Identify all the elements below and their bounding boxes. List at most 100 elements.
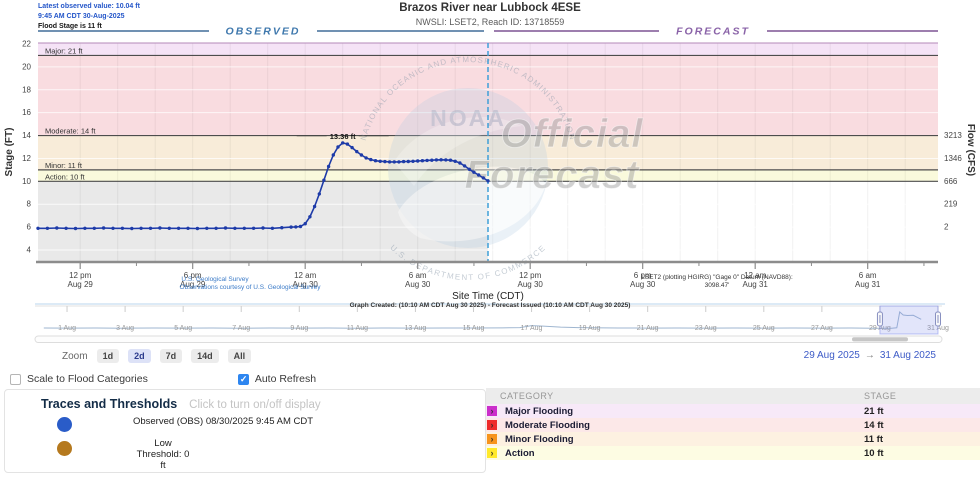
scale-to-flood-categories-label: Scale to Flood Categories	[27, 373, 148, 385]
stage-tick-label: 18	[22, 85, 31, 94]
flow-tick-label: 1346	[944, 154, 962, 163]
overview-scrollbar-track[interactable]	[34, 335, 943, 343]
noaa-logo-swoosh	[398, 166, 546, 242]
overview-date-label: 13 Aug	[405, 325, 427, 332]
low-threshold-swatch[interactable]	[57, 441, 72, 456]
latest-observed-info: Latest observed value: 10.04 ft 9:45 AM …	[38, 2, 140, 32]
overview-date-label: 17 Aug	[521, 325, 543, 332]
overview-date-label: 23 Aug	[695, 325, 717, 332]
peak-stage-label: 13.36 ft	[330, 132, 356, 141]
flow-tick-label: 3213	[944, 131, 962, 140]
x-tick-label: 12 am Aug 31	[743, 271, 769, 289]
moderate-flooding-label: Moderate Flooding	[505, 419, 590, 431]
overview-date-label: 19 Aug	[579, 325, 601, 332]
gage-datum-value: 3098.47'	[704, 282, 730, 289]
band-below-action-forecast	[488, 181, 938, 262]
observed-trace-swatch[interactable]	[57, 417, 72, 432]
stage-tick-label: 10	[22, 177, 31, 186]
major-flooding-icon	[487, 406, 497, 416]
scale-to-flood-categories-checkbox[interactable]	[10, 373, 21, 385]
range-end-date[interactable]: 31 Aug 2025	[879, 350, 936, 361]
major-flooding-label: Major Flooding	[505, 405, 574, 417]
x-tick-label: 12 am Aug 30	[293, 271, 319, 289]
stage-tick-label: 8	[27, 200, 32, 209]
overview-date-label: 5 Aug	[174, 325, 192, 332]
auto-refresh-checkbox[interactable]	[237, 373, 249, 385]
stage-tick-label: 16	[22, 108, 31, 117]
overview-date-label: 25 Aug	[753, 325, 775, 332]
zoom-controls: Zoom 1d 2d 7d 14d All	[62, 349, 252, 363]
x-tick-label: 6 am Aug 31	[855, 271, 881, 289]
range-start-date[interactable]: 29 Aug 2025	[803, 350, 860, 361]
overview-date-label: 15 Aug	[463, 325, 485, 332]
overview-date-label: 11 Aug	[347, 325, 368, 332]
x-tick-label: 6 pm Aug 29	[180, 271, 206, 289]
stage-axis-title: Stage (FT)	[4, 128, 15, 177]
auto-refresh-label: Auto Refresh	[254, 373, 317, 385]
auto-refresh-option: Auto Refresh	[237, 373, 317, 385]
scale-option: Scale to Flood Categories	[10, 373, 148, 385]
page-title: Brazos River near Lubbock 4ESE	[399, 2, 581, 14]
band-above-major	[38, 43, 938, 56]
minor-flooding-stage: 11 ft	[864, 433, 884, 445]
zoom-button-1d[interactable]: 1d	[96, 349, 120, 363]
zoom-button-14d[interactable]: 14d	[191, 349, 219, 363]
minor-flooding-label: Minor Flooding	[505, 433, 574, 445]
band-below-action-observed	[38, 181, 488, 262]
zoom-button-7d[interactable]: 7d	[159, 349, 183, 363]
noaa-logo-text: NOAA	[430, 105, 506, 131]
major-flooding-stage: 21 ft	[864, 405, 884, 417]
stage-tick-label: 12	[22, 154, 31, 163]
x-tick-label: 6 pm Aug 30	[630, 271, 656, 289]
action-icon	[487, 448, 497, 458]
table-row-moderate: Moderate Flooding 14 ft	[486, 418, 980, 432]
latest-observed-value: Latest observed value: 10.04 ft	[38, 3, 140, 10]
gage-datum-info: LSET2 (plotting HGIRG) "Gage 0" Datum (N…	[641, 274, 793, 281]
stage-tick-label: 20	[22, 62, 31, 71]
flow-axis-title: Flow (CFS)	[965, 124, 976, 176]
forecast-section-label: FORECAST	[676, 26, 750, 38]
table-header-stage: STAGE	[864, 391, 897, 401]
table-row-major: Major Flooding 21 ft	[486, 404, 980, 418]
x-tick-label: 12 pm Aug 30	[518, 271, 544, 289]
svg-text:Forecast: Forecast	[465, 153, 640, 197]
zoom-button-all[interactable]: All	[227, 349, 252, 363]
flood-stage-note: Flood Stage is 11 ft	[38, 23, 102, 30]
action-label: Action	[505, 447, 535, 459]
overview-scrollbar-thumb[interactable]	[852, 337, 908, 342]
observed-section-label: OBSERVED	[226, 26, 301, 38]
threshold-label-action: Action: 10 ft	[45, 172, 86, 181]
threshold-label-major: Major: 21 ft	[45, 46, 83, 55]
page-subtitle: NWSLI: LSET2, Reach ID: 13718559	[415, 17, 565, 27]
overview-selection[interactable]	[879, 305, 939, 335]
svg-text:Official: Official	[501, 112, 644, 156]
zoom-button-2d[interactable]: 2d	[128, 349, 151, 363]
moderate-flooding-icon	[487, 420, 497, 430]
overview-date-label: 9 Aug	[290, 325, 308, 332]
title-block: Brazos River near Lubbock 4ESE NWSLI: LS…	[290, 2, 690, 27]
display-options: Scale to Flood Categories Auto Refresh	[10, 373, 316, 385]
threshold-label-moderate: Moderate: 14 ft	[45, 127, 96, 136]
table-header-row: CATEGORY STAGE	[486, 388, 980, 404]
traces-panel-header: Traces and Thresholds Click to turn on/o…	[41, 397, 321, 411]
date-range: 29 Aug 2025 → 31 Aug 2025	[804, 350, 936, 361]
traces-panel-hint: Click to turn on/off display	[189, 399, 321, 411]
minor-flooding-icon	[487, 434, 497, 444]
legend-item-observed[interactable]: Observed (OBS) 08/30/2025 9:45 AM CDT	[132, 416, 314, 427]
traces-panel: Traces and Thresholds Click to turn on/o…	[4, 389, 486, 473]
stage-tick-label: 4	[27, 246, 32, 255]
zoom-label: Zoom	[62, 350, 88, 362]
stage-tick-label: 22	[22, 40, 31, 49]
x-tick-label: 12 pm Aug 29	[68, 271, 94, 289]
overview-trace	[43, 311, 922, 329]
traces-panel-title: Traces and Thresholds	[41, 397, 178, 411]
stage-tick-label: 14	[22, 131, 31, 140]
flow-tick-label: 666	[944, 177, 958, 186]
legend-item-low-threshold[interactable]: Low Threshold: 0 ft	[136, 438, 190, 471]
range-arrow-icon: →	[864, 350, 875, 361]
overview-date-label: 3 Aug	[116, 325, 134, 332]
overview-date-label: 21 Aug	[637, 325, 659, 332]
usgs-link[interactable]: U.S. Geological Survey	[181, 276, 249, 283]
stage-tick-label: 6	[27, 223, 32, 232]
